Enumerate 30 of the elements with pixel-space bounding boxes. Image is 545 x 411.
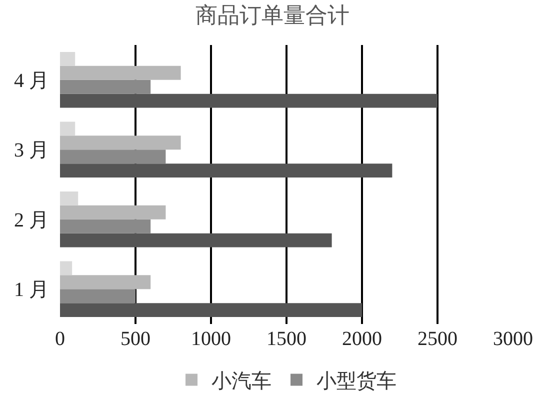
x-tick-label: 1000: [191, 328, 231, 350]
bar: [60, 122, 76, 136]
x-tick-label: 500: [120, 328, 150, 350]
bar: [60, 191, 78, 206]
bar: [60, 233, 332, 248]
bar: [60, 261, 72, 276]
bar: [60, 66, 181, 80]
legend-label: 小汽车: [212, 370, 272, 393]
bar: [60, 80, 151, 94]
y-tick-label: 1 月: [14, 279, 59, 302]
x-tick-label: 1500: [266, 328, 306, 350]
x-tick-label: 3000: [493, 328, 533, 350]
bar: [60, 275, 151, 290]
bar: [60, 219, 151, 234]
y-tick-label: 4 月: [14, 70, 59, 92]
bar: [60, 289, 136, 304]
y-tick-label: 3 月: [14, 140, 59, 162]
bar: [60, 94, 438, 108]
y-tick-label: 2 月: [14, 209, 59, 232]
bar: [60, 52, 76, 66]
bar: [60, 164, 392, 178]
bar: [60, 136, 181, 150]
legend-label: 小型货车: [316, 370, 396, 393]
bar: [60, 150, 166, 164]
bar: [60, 205, 166, 220]
x-tick-label: 0: [55, 328, 65, 350]
bar: [60, 303, 362, 318]
x-tick-label: 2500: [418, 328, 458, 350]
x-tick-label: 2000: [342, 328, 382, 350]
chart-title: 商品订单量合计: [196, 2, 350, 28]
